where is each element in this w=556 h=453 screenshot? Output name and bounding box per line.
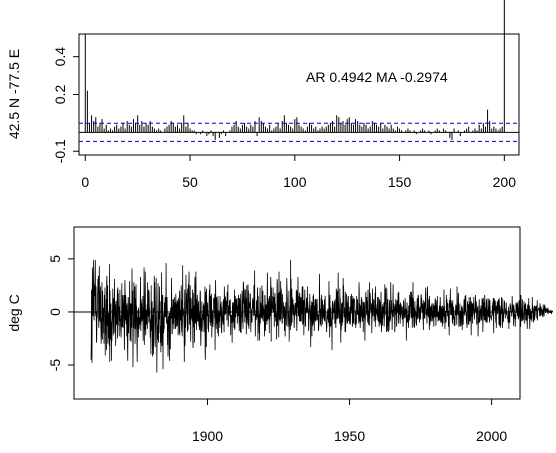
timeseries-panel: 5 0 -5 1900 1950 2000 deg C xyxy=(6,226,554,444)
timeseries-y-axis-label: deg C xyxy=(6,294,22,331)
timeseries-x-tick-label: 1900 xyxy=(192,428,223,444)
acf-plot-frame xyxy=(78,33,520,156)
timeseries-y-tick-label: 0 xyxy=(47,308,63,316)
acf-y-axis-label: 42.5 N -77.5 E xyxy=(6,49,22,139)
acf-x-tick-label: 100 xyxy=(283,174,307,190)
acf-x-tick-label: 0 xyxy=(81,174,89,190)
acf-x-axis: 0 50 100 150 200 xyxy=(81,155,516,190)
timeseries-y-tick-label: -5 xyxy=(47,359,63,372)
acf-y-tick-label: 0.2 xyxy=(52,85,68,105)
acf-x-tick-label: 150 xyxy=(388,174,412,190)
timeseries-x-tick-label: 2000 xyxy=(476,428,507,444)
timeseries-x-axis: 1900 1950 2000 xyxy=(192,399,507,444)
timeseries-series-line xyxy=(90,259,554,373)
acf-panel: -0.1 0.2 0.4 0 50 100 150 200 AR 0.4942 MA -0.… xyxy=(6,0,520,190)
acf-bars xyxy=(84,0,505,140)
acf-y-tick-label: 0.4 xyxy=(52,47,68,67)
timeseries-x-tick-label: 1950 xyxy=(334,428,365,444)
acf-x-tick-label: 50 xyxy=(182,174,198,190)
timeseries-y-tick-label: 5 xyxy=(47,255,63,263)
acf-y-tick-label: -0.1 xyxy=(52,139,68,163)
acf-x-tick-label: 200 xyxy=(493,174,517,190)
acf-y-axis: -0.1 0.2 0.4 xyxy=(52,47,79,163)
timeseries-y-axis: 5 0 -5 xyxy=(47,255,74,372)
acf-annotation: AR 0.4942 MA -0.2974 xyxy=(306,69,448,85)
